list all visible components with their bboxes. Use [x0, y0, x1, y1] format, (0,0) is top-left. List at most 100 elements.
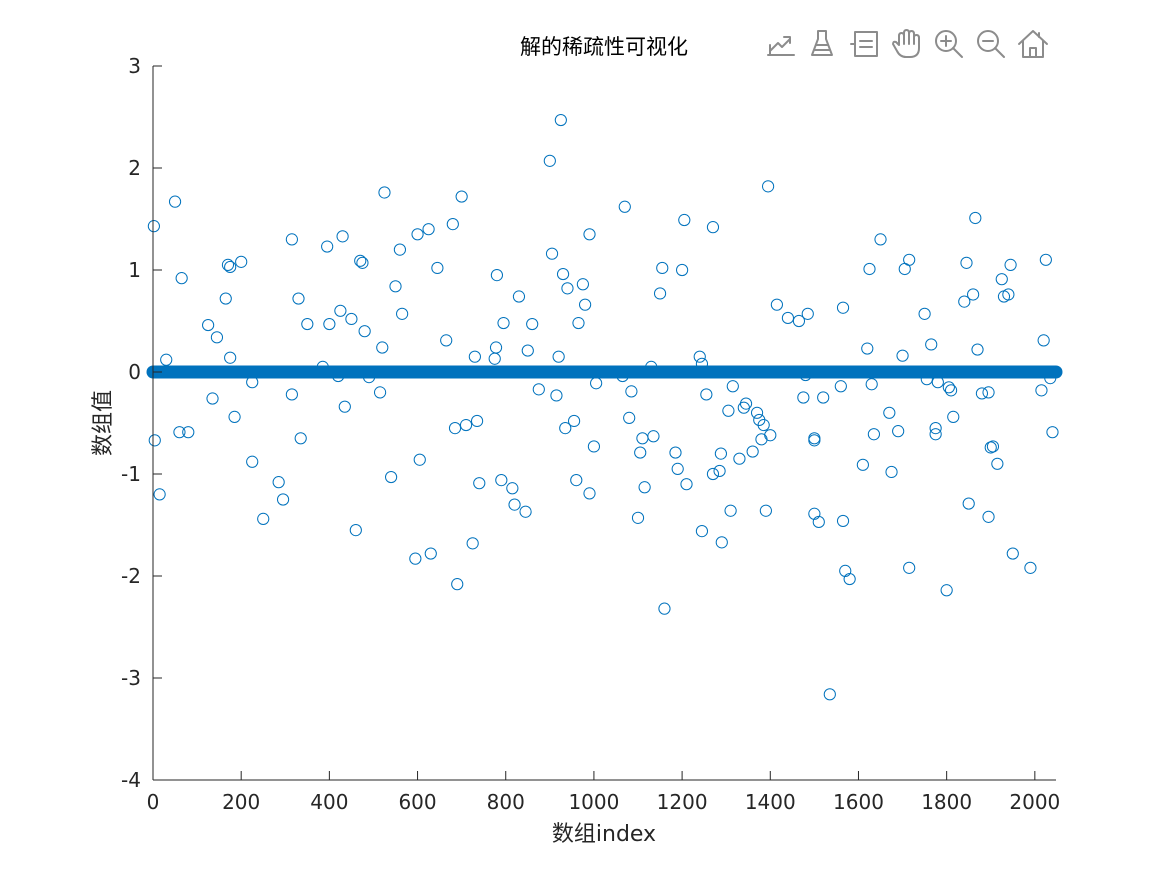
data-point	[431, 261, 444, 275]
datatip-button[interactable]	[846, 22, 884, 66]
data-point	[358, 325, 371, 338]
y-tick-label: -2	[121, 564, 141, 588]
data-point	[982, 386, 995, 399]
data-point	[918, 307, 931, 320]
data-point	[700, 388, 713, 401]
data-point	[770, 298, 783, 311]
data-point	[413, 453, 426, 466]
data-point	[761, 180, 775, 193]
data-point	[625, 385, 638, 398]
data-point	[221, 258, 235, 271]
x-tick-label: 200	[222, 790, 260, 814]
data-point	[512, 290, 526, 303]
data-point	[883, 406, 896, 419]
data-point	[645, 360, 658, 373]
data-point	[823, 688, 836, 701]
axes-toolbar	[762, 22, 1052, 66]
data-point	[817, 391, 830, 404]
x-tick-label: 2000	[1009, 790, 1060, 814]
data-point	[495, 474, 508, 487]
data-point	[693, 350, 706, 363]
data-point	[695, 357, 709, 370]
data-point	[836, 301, 850, 314]
y-tick-label: -4	[121, 768, 141, 792]
data-point	[874, 233, 887, 246]
data-point	[885, 465, 898, 479]
data-point	[634, 446, 647, 459]
data-point	[338, 400, 351, 413]
data-point	[715, 536, 728, 549]
zoom-out-button[interactable]	[972, 22, 1010, 66]
pan-button[interactable]	[888, 22, 926, 66]
data-point	[459, 418, 473, 432]
data-point	[671, 462, 684, 475]
data-point	[944, 384, 958, 397]
data-point	[982, 510, 995, 523]
data-point	[975, 387, 989, 400]
data-point	[724, 504, 737, 517]
export-button[interactable]	[762, 22, 800, 66]
data-point	[706, 221, 720, 234]
data-point	[173, 426, 186, 439]
data-point	[746, 445, 759, 458]
data-point	[354, 254, 367, 267]
data-point	[422, 223, 435, 236]
data-point	[1046, 426, 1059, 439]
data-point	[554, 113, 567, 127]
data-point	[285, 388, 298, 401]
data-point	[903, 253, 916, 266]
data-point	[995, 273, 1008, 286]
data-point	[470, 414, 484, 428]
data-point	[836, 514, 850, 528]
data-point	[334, 304, 347, 317]
data-point	[276, 493, 290, 506]
data-point	[272, 476, 285, 489]
data-point	[647, 430, 660, 443]
data-point	[294, 432, 307, 445]
data-point	[552, 350, 565, 363]
data-point	[473, 477, 486, 490]
data-point	[737, 401, 750, 414]
data-point	[292, 292, 305, 305]
brush-button[interactable]	[804, 22, 842, 66]
data-point	[636, 432, 649, 445]
data-point	[488, 352, 501, 365]
data-point	[301, 317, 314, 331]
data-point	[316, 360, 329, 373]
data-point	[572, 316, 585, 330]
data-point	[947, 410, 960, 423]
data-point	[706, 467, 720, 481]
data-point	[336, 230, 349, 243]
data-point	[931, 376, 944, 389]
data-point	[656, 261, 669, 275]
data-point	[971, 343, 984, 356]
x-tick-label: 1000	[568, 790, 619, 814]
data-point	[929, 422, 942, 435]
data-point	[468, 350, 481, 363]
x-tick-label: 600	[398, 790, 436, 814]
data-point	[1006, 547, 1019, 560]
data-point	[843, 572, 856, 586]
data-point	[755, 433, 768, 446]
data-point	[321, 240, 334, 253]
y-tick-label: 0	[128, 360, 141, 384]
data-point	[451, 578, 464, 591]
data-point	[861, 342, 874, 355]
data-point	[781, 311, 795, 325]
x-tick-label: 800	[487, 790, 525, 814]
data-point	[506, 482, 519, 495]
data-point	[362, 371, 376, 384]
data-point	[759, 504, 772, 517]
data-point	[962, 497, 975, 510]
pan-icon	[892, 29, 920, 58]
data-point	[808, 507, 821, 520]
zoom-in-icon	[935, 30, 963, 58]
data-point	[808, 434, 821, 447]
data-point	[623, 411, 636, 424]
zoom-in-button[interactable]	[930, 22, 968, 66]
home-button[interactable]	[1014, 22, 1052, 66]
data-point	[713, 464, 726, 478]
data-point	[508, 498, 521, 511]
y-tick-label: -3	[121, 666, 141, 690]
data-point	[892, 425, 905, 438]
